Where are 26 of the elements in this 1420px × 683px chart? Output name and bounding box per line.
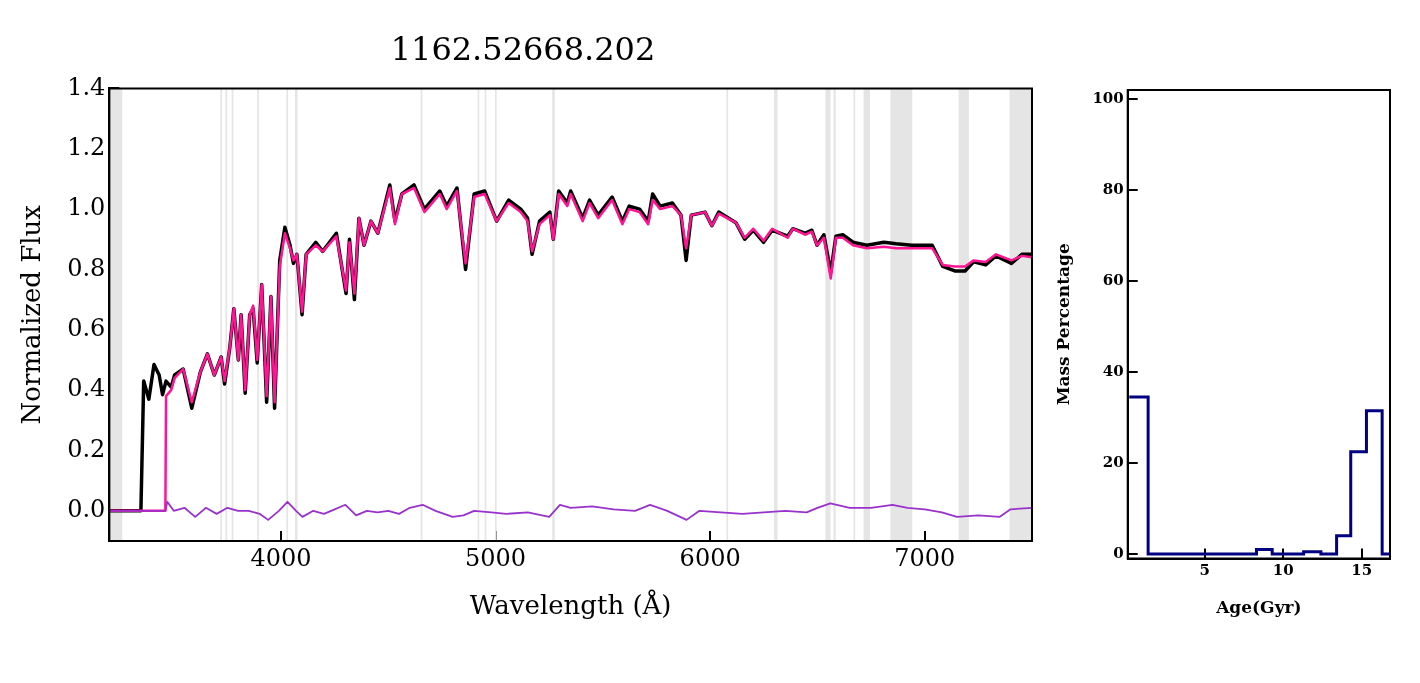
- x-tick-label: 5: [1199, 561, 1210, 580]
- x-tick-label: 15: [1351, 561, 1373, 580]
- y-tick-label: 0.6: [67, 314, 106, 343]
- y-tick-label: 1.0: [67, 193, 106, 222]
- y-axis-title: Normalized Flux: [16, 204, 47, 425]
- x-tick-label: 5000: [465, 543, 527, 572]
- y-tick-label: 0: [1113, 543, 1124, 562]
- x-tick-label: 7000: [894, 543, 956, 572]
- y-tick-label: 40: [1102, 361, 1124, 380]
- y-tick-label: 1.4: [67, 72, 106, 101]
- x-tick-label: 10: [1272, 561, 1294, 580]
- chart-title: 1162.52668.202: [390, 29, 656, 68]
- y-tick-label: 1.2: [67, 132, 106, 161]
- y-tick-label: 80: [1102, 179, 1124, 198]
- y-tick-label: 0.0: [67, 495, 106, 524]
- y-axis-title: Mass Percentage: [1052, 243, 1073, 406]
- y-tick-label: 0.8: [67, 253, 106, 282]
- x-tick-label: 6000: [679, 543, 741, 572]
- y-tick-label: 20: [1102, 452, 1124, 471]
- x-axis-title: Wavelength (Å): [469, 589, 672, 621]
- y-tick-label: 100: [1092, 88, 1124, 107]
- x-tick-label: 4000: [250, 543, 312, 572]
- y-tick-label: 60: [1102, 270, 1124, 289]
- y-tick-label: 0.2: [67, 434, 106, 463]
- x-axis-title: Age(Gyr): [1215, 597, 1302, 618]
- y-tick-label: 0.4: [67, 374, 106, 403]
